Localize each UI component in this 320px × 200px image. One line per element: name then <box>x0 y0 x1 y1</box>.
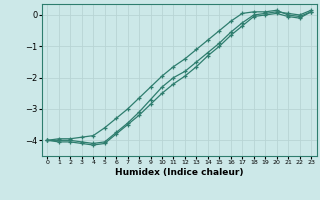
X-axis label: Humidex (Indice chaleur): Humidex (Indice chaleur) <box>115 168 244 177</box>
